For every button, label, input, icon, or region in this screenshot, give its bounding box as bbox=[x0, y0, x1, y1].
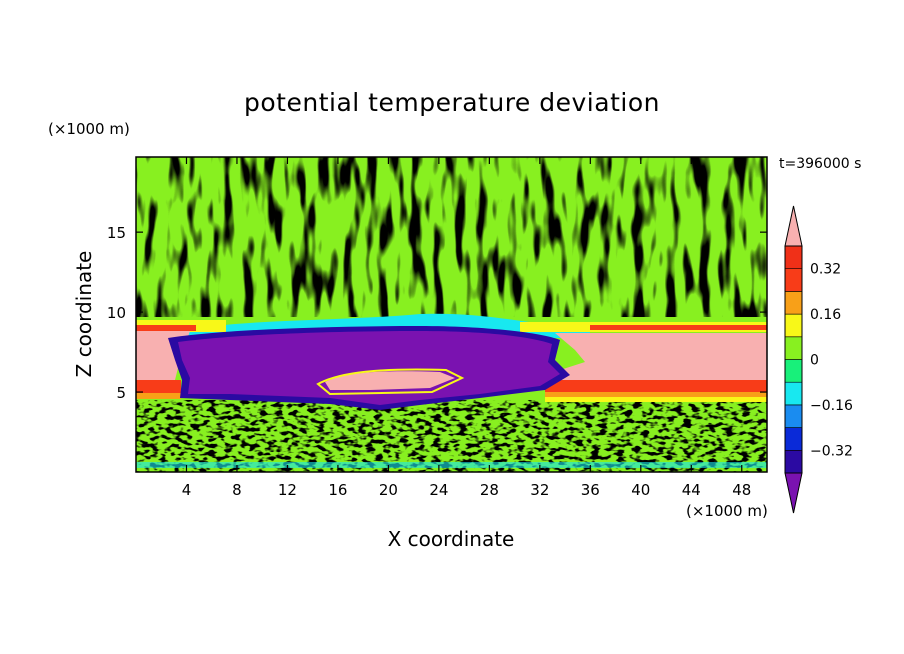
plot-frame bbox=[135, 156, 768, 473]
x-axis-ticks: 4 8 12 16 20 24 28 32 36 40 44 48 bbox=[182, 157, 751, 499]
x-tick-label: 16 bbox=[328, 481, 347, 499]
y-tick-label: 10 bbox=[107, 304, 126, 322]
x-tick-label: 4 bbox=[182, 481, 192, 499]
x-tick-label: 24 bbox=[429, 481, 448, 499]
x-tick-label: 20 bbox=[379, 481, 398, 499]
surface-band bbox=[136, 462, 767, 468]
colorbar-segment bbox=[784, 313, 803, 338]
y-axis-label: Z coordinate bbox=[72, 250, 96, 378]
x-tick-label: 48 bbox=[732, 481, 751, 499]
colorbar-label: −0.32 bbox=[810, 443, 853, 459]
x-tick-label: 36 bbox=[581, 481, 600, 499]
y-axis-ticks: 5 10 15 bbox=[107, 224, 767, 402]
x-tick-label: 44 bbox=[682, 481, 701, 499]
colorbar-extend-low bbox=[784, 472, 803, 514]
colorbar-label: 0 bbox=[810, 353, 819, 369]
chart-title: potential temperature deviation bbox=[244, 88, 660, 117]
cold-pool bbox=[178, 331, 560, 405]
colorbar: 0.32 0.16 0 −0.16 −0.32 bbox=[784, 205, 853, 514]
colorbar-segment bbox=[784, 381, 803, 406]
y-tick-label: 5 bbox=[116, 384, 126, 402]
x-tick-label: 8 bbox=[232, 481, 242, 499]
contour-field bbox=[136, 157, 767, 472]
fringe-west-red bbox=[136, 325, 196, 331]
colorbar-segment bbox=[784, 404, 803, 428]
lower-texture bbox=[136, 400, 767, 472]
colorbar-segment bbox=[784, 359, 803, 383]
colorbar-extend-high bbox=[784, 205, 803, 247]
colorbar-segment bbox=[784, 336, 803, 360]
colorbar-label: 0.16 bbox=[810, 307, 841, 323]
x-tick-label: 12 bbox=[278, 481, 297, 499]
y-tick-label: 15 bbox=[107, 224, 126, 242]
warm-inset bbox=[325, 371, 455, 390]
warm-east-orange bbox=[545, 392, 767, 397]
warm-east-red bbox=[545, 380, 767, 392]
colorbar-frame bbox=[784, 245, 803, 474]
colorbar-segment bbox=[784, 245, 803, 270]
warm-west-red bbox=[136, 380, 181, 395]
colorbar-segment bbox=[784, 291, 803, 315]
colorbar-segment bbox=[784, 449, 803, 474]
colorbar-segment bbox=[784, 427, 803, 451]
x-axis-label: X coordinate bbox=[387, 527, 515, 551]
x-unit-label: (×1000 m) bbox=[686, 502, 768, 520]
colorbar-label: −0.16 bbox=[810, 398, 853, 414]
colorbar-label: 0.32 bbox=[810, 262, 841, 278]
warm-west-orange bbox=[136, 393, 181, 399]
x-tick-label: 40 bbox=[631, 481, 650, 499]
colorbar-segment bbox=[784, 268, 803, 292]
x-tick-label: 28 bbox=[480, 481, 499, 499]
warm-east bbox=[545, 333, 767, 385]
x-tick-label: 32 bbox=[530, 481, 549, 499]
fringe-east-red bbox=[590, 325, 767, 330]
warm-east-yellow bbox=[545, 397, 767, 402]
upper-texture bbox=[136, 157, 767, 317]
warm-inset-edge bbox=[316, 368, 465, 396]
y-unit-label: (×1000 m) bbox=[48, 120, 130, 138]
time-label: t=396000 s bbox=[779, 156, 862, 172]
